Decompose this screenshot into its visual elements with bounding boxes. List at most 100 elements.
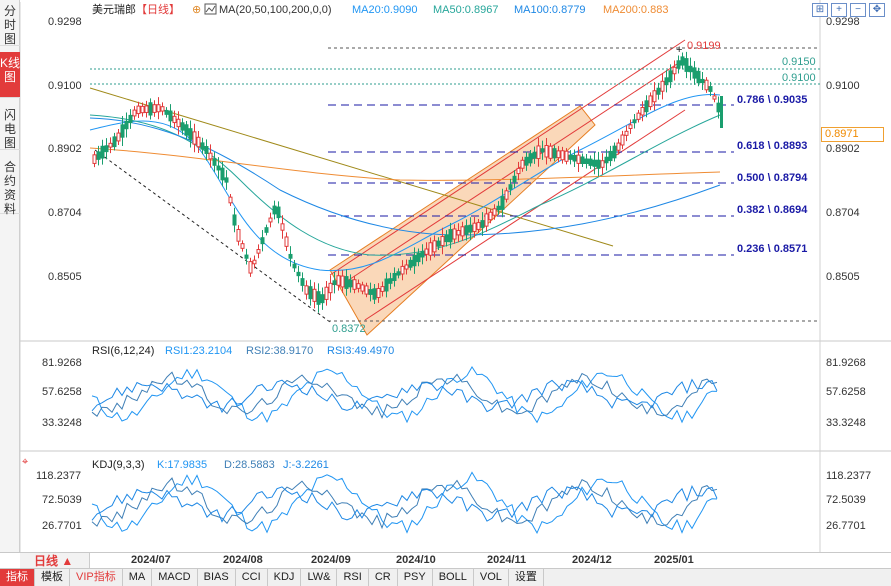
zoom-in-icon[interactable]: + <box>831 3 847 17</box>
candle-body <box>712 95 717 100</box>
tab-rsi[interactable]: RSI <box>337 569 369 586</box>
candle-body <box>112 136 117 148</box>
rsi2-value: RSI2:38.9170 <box>246 345 313 357</box>
tab-lw[interactable]: LW& <box>301 569 338 586</box>
tab-boll[interactable]: BOLL <box>433 569 474 586</box>
candle-body <box>660 80 665 92</box>
candle-body <box>348 279 353 288</box>
tab-cci[interactable]: CCI <box>236 569 268 586</box>
ma50-value: MA50:0.8967 <box>433 4 498 16</box>
tab-settings[interactable]: 设置 <box>509 569 544 586</box>
candle-body <box>260 237 265 245</box>
kdj-lines <box>91 471 718 535</box>
tab-vol[interactable]: VOL <box>474 569 509 586</box>
tab-cr[interactable]: CR <box>369 569 398 586</box>
candle-body <box>256 249 261 254</box>
candle-body <box>548 145 553 159</box>
candle-body <box>676 60 681 69</box>
candle-body <box>232 214 237 226</box>
tab-indicators[interactable]: 指标 <box>0 569 35 586</box>
ma-icon[interactable] <box>204 3 217 15</box>
period-button-label: 日线 <box>34 554 59 568</box>
candle-body <box>216 165 221 171</box>
kdj-tick: 26.7701 <box>826 520 866 532</box>
candle-body <box>580 156 585 165</box>
candle-body <box>376 288 381 298</box>
rsi-tick: 81.9268 <box>42 357 82 369</box>
tab-templates[interactable]: 模板 <box>35 569 70 586</box>
current-price-label: 0.8971 <box>821 127 884 142</box>
tab-contract-info[interactable]: 合约资料 <box>0 156 20 216</box>
candle-body <box>680 56 685 66</box>
candle-body <box>500 196 505 210</box>
candle-body <box>252 259 257 265</box>
candle-body <box>336 275 341 286</box>
candle-body <box>188 128 193 140</box>
price-tick: 0.8902 <box>826 143 860 155</box>
kdj-tick: 118.2377 <box>36 470 81 482</box>
candle-body <box>308 286 313 300</box>
candle-body <box>208 152 213 160</box>
candle-body <box>508 184 513 190</box>
period-tag: 【日线】 <box>136 2 180 16</box>
candle-body <box>564 150 569 162</box>
kline-chart[interactable]: 美元瑞郎 【日线】 ⊕ MA(20,50,100,200,0,0) MA20:0… <box>20 0 891 552</box>
candle-body <box>420 251 425 258</box>
tab-kline[interactable]: K线图 <box>0 52 20 98</box>
fib-label: 0.236 \ 0.8571 <box>737 243 807 255</box>
candle-body <box>528 153 533 164</box>
candle-body <box>224 177 229 183</box>
tab-psy[interactable]: PSY <box>398 569 433 586</box>
candle-body <box>524 156 529 166</box>
candle-body <box>320 294 325 304</box>
candle-body <box>116 132 121 142</box>
candle-body <box>156 104 161 113</box>
candle-body <box>132 109 137 117</box>
drag-icon[interactable]: ✥ <box>869 3 885 17</box>
candle-body <box>652 90 657 103</box>
kdj-tick: 118.2377 <box>826 470 871 482</box>
candle-body <box>504 190 509 200</box>
candle-body <box>592 159 597 167</box>
tab-timeshare[interactable]: 分时图 <box>0 0 20 46</box>
candle-body <box>128 114 133 124</box>
candle-body <box>300 278 305 286</box>
candle-body <box>704 79 709 91</box>
candle-body <box>296 271 301 277</box>
level-r1-label: 0.9150 <box>782 56 816 68</box>
zoom-out-icon[interactable]: − <box>850 3 866 17</box>
tab-ma[interactable]: MA <box>123 569 153 586</box>
candle-body <box>516 167 521 175</box>
crosshair-icon[interactable]: ⌖ <box>22 456 28 468</box>
fit-icon[interactable]: ⊞ <box>812 3 828 17</box>
candle-body <box>204 146 209 154</box>
tab-kdj[interactable]: KDJ <box>268 569 302 586</box>
candle-body <box>240 243 245 249</box>
last-candle <box>720 96 723 128</box>
candle-body <box>176 118 181 128</box>
tab-bias[interactable]: BIAS <box>198 569 236 586</box>
candle-body <box>540 148 545 153</box>
candle-body <box>424 248 429 255</box>
date-tick: 2025/01 <box>654 554 694 566</box>
oscillator-line <box>91 366 718 424</box>
level-high-label: 0.9199 <box>687 40 721 52</box>
tab-flash[interactable]: 闪电图 <box>0 104 20 150</box>
rsi3-value: RSI3:49.4970 <box>327 345 394 357</box>
settings-icon[interactable]: ⊕ <box>192 4 201 16</box>
kdj-tick: 72.5039 <box>826 494 866 506</box>
tab-kline-label: K线图 <box>0 56 21 84</box>
date-axis: 日线 ▲ 2024/07 2024/08 2024/09 2024/10 202… <box>0 552 891 569</box>
fib-label: 0.500 \ 0.8794 <box>737 172 808 184</box>
candle-body <box>200 142 205 150</box>
tab-vip-indicators[interactable]: VIP指标 <box>70 569 123 586</box>
ma-icon-line <box>205 5 216 13</box>
period-button[interactable]: 日线 ▲ <box>20 553 90 569</box>
candle-body <box>692 67 697 79</box>
rsi-tick: 33.3248 <box>42 417 82 429</box>
candle-body <box>140 105 145 114</box>
tab-macd[interactable]: MACD <box>152 569 198 586</box>
oscillator-line <box>91 477 718 530</box>
candle-body <box>164 109 169 115</box>
window-controls: ⊞ + − ✥ <box>812 3 885 17</box>
